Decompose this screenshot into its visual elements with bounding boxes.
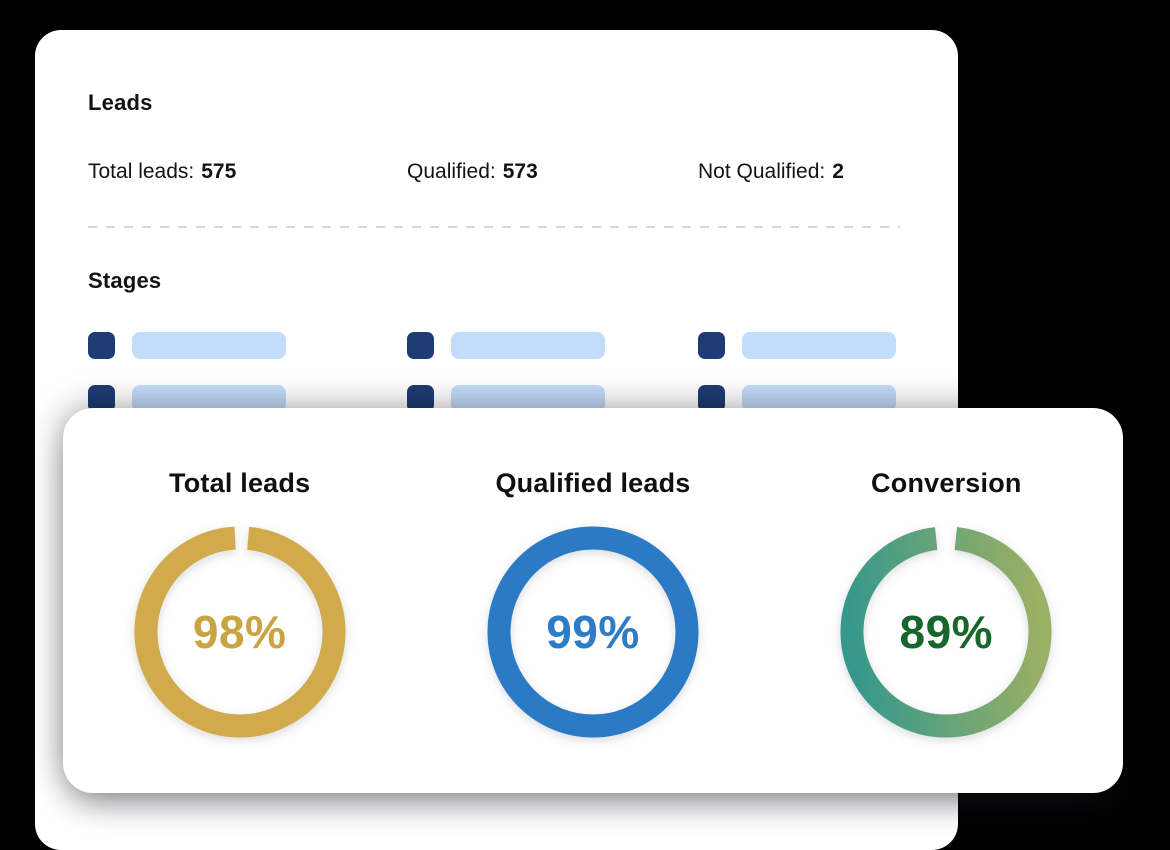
metrics-panel: Total leads 98% Qualified leads 99% Conv… — [63, 408, 1123, 793]
stage-placeholder — [407, 332, 698, 359]
donut-ring-svg — [134, 526, 346, 738]
stat-not-qualified-label: Not Qualified: — [698, 160, 826, 183]
stat-qualified-value: 573 — [502, 160, 538, 183]
stage-placeholder — [407, 385, 698, 412]
stage-placeholder-bar — [742, 332, 896, 359]
stat-not-qualified: Not Qualified: 2 — [698, 160, 900, 184]
stages-placeholder-grid — [88, 332, 900, 412]
stat-qualified-label: Qualified: — [407, 160, 496, 183]
total-leads-percent: 98% — [192, 606, 287, 658]
stages-section-title: Stages — [88, 268, 162, 293]
donut-ring-svg — [840, 527, 1052, 738]
stage-placeholder-bar — [132, 332, 286, 359]
total-leads-donut-chart: 98% — [134, 526, 346, 738]
conversion-percent: 89% — [899, 606, 994, 658]
stage-marker-square — [698, 385, 725, 412]
donut-ring-svg — [487, 526, 699, 738]
metric-total-leads-title: Total leads — [169, 468, 311, 498]
stage-placeholder-bar — [132, 385, 286, 412]
qualified-leads-donut-chart: 99% — [487, 526, 699, 738]
stat-total-leads: Total leads: 575 — [88, 160, 407, 184]
leads-stats-row: Total leads: 575 Qualified: 573 Not Qualif… — [88, 160, 900, 184]
stage-marker-square — [698, 332, 725, 359]
stage-marker-square — [88, 332, 115, 359]
stage-placeholder — [698, 332, 900, 359]
metric-qualified-leads-title: Qualified leads — [495, 468, 691, 498]
metric-qualified-leads: Qualified leads 99% — [416, 408, 769, 793]
stage-placeholder — [88, 332, 407, 359]
stage-marker-square — [407, 385, 434, 412]
stage-placeholder-bar — [742, 385, 896, 412]
metric-total-leads: Total leads 98% — [63, 408, 416, 793]
stat-total-leads-value: 575 — [201, 160, 237, 183]
stat-not-qualified-value: 2 — [832, 160, 844, 183]
stage-marker-square — [407, 332, 434, 359]
dashboard-illustration: Leads Total leads: 575 Qualified: 573 Not … — [35, 30, 1123, 850]
stage-placeholder-bar — [451, 332, 605, 359]
stage-placeholder — [698, 385, 900, 412]
stage-placeholder-bar — [451, 385, 605, 412]
stat-qualified: Qualified: 573 — [407, 160, 698, 184]
dashed-divider — [88, 226, 900, 228]
metric-conversion-title: Conversion — [871, 468, 1022, 498]
stage-placeholder — [88, 385, 407, 412]
leads-section-title: Leads — [88, 90, 153, 115]
conversion-donut-chart: 89% — [840, 526, 1052, 738]
metric-conversion: Conversion 89% — [770, 408, 1123, 793]
qualified-leads-percent: 99% — [546, 606, 640, 658]
stat-total-leads-label: Total leads: — [88, 160, 195, 183]
stage-marker-square — [88, 385, 115, 412]
